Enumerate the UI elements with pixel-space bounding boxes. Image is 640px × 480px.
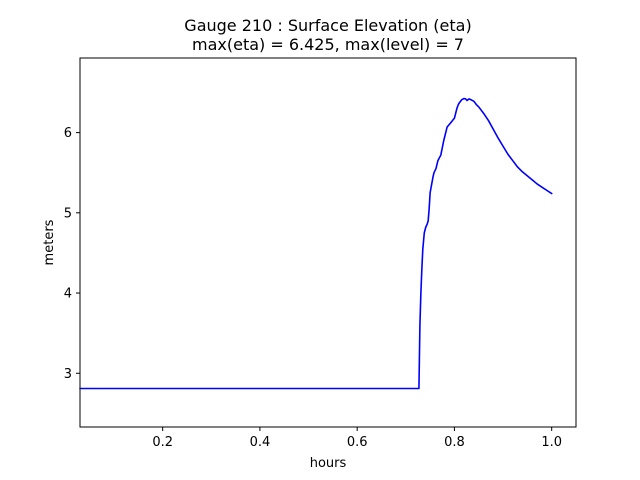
x-tick-label: 0.4: [250, 435, 271, 450]
y-axis-label: meters: [42, 219, 57, 265]
y-tick-label: 3: [64, 367, 72, 382]
plot-frame: [79, 57, 577, 428]
x-tick-label: 0.2: [152, 435, 173, 450]
x-axis-label: hours: [310, 456, 347, 471]
chart-title: Gauge 210 : Surface Elevation (eta): [184, 16, 471, 35]
y-tick-label: 5: [64, 206, 72, 221]
chart-subtitle: max(eta) = 6.425, max(level) = 7: [192, 35, 464, 54]
x-tick-label: 0.6: [347, 435, 368, 450]
plot-background: [80, 58, 576, 427]
plot-area: [79, 57, 577, 428]
y-axis: 3 4 5 6: [64, 126, 80, 382]
series-layer: [79, 97, 553, 390]
x-tick-label: 1.0: [541, 435, 562, 450]
x-axis: 0.2 0.4 0.6 0.8 1.0: [152, 427, 562, 450]
x-tick-label: 0.8: [444, 435, 465, 450]
y-tick-label: 6: [64, 126, 72, 141]
y-tick-label: 4: [64, 287, 72, 302]
surface-elevation-line: [79, 97, 553, 390]
